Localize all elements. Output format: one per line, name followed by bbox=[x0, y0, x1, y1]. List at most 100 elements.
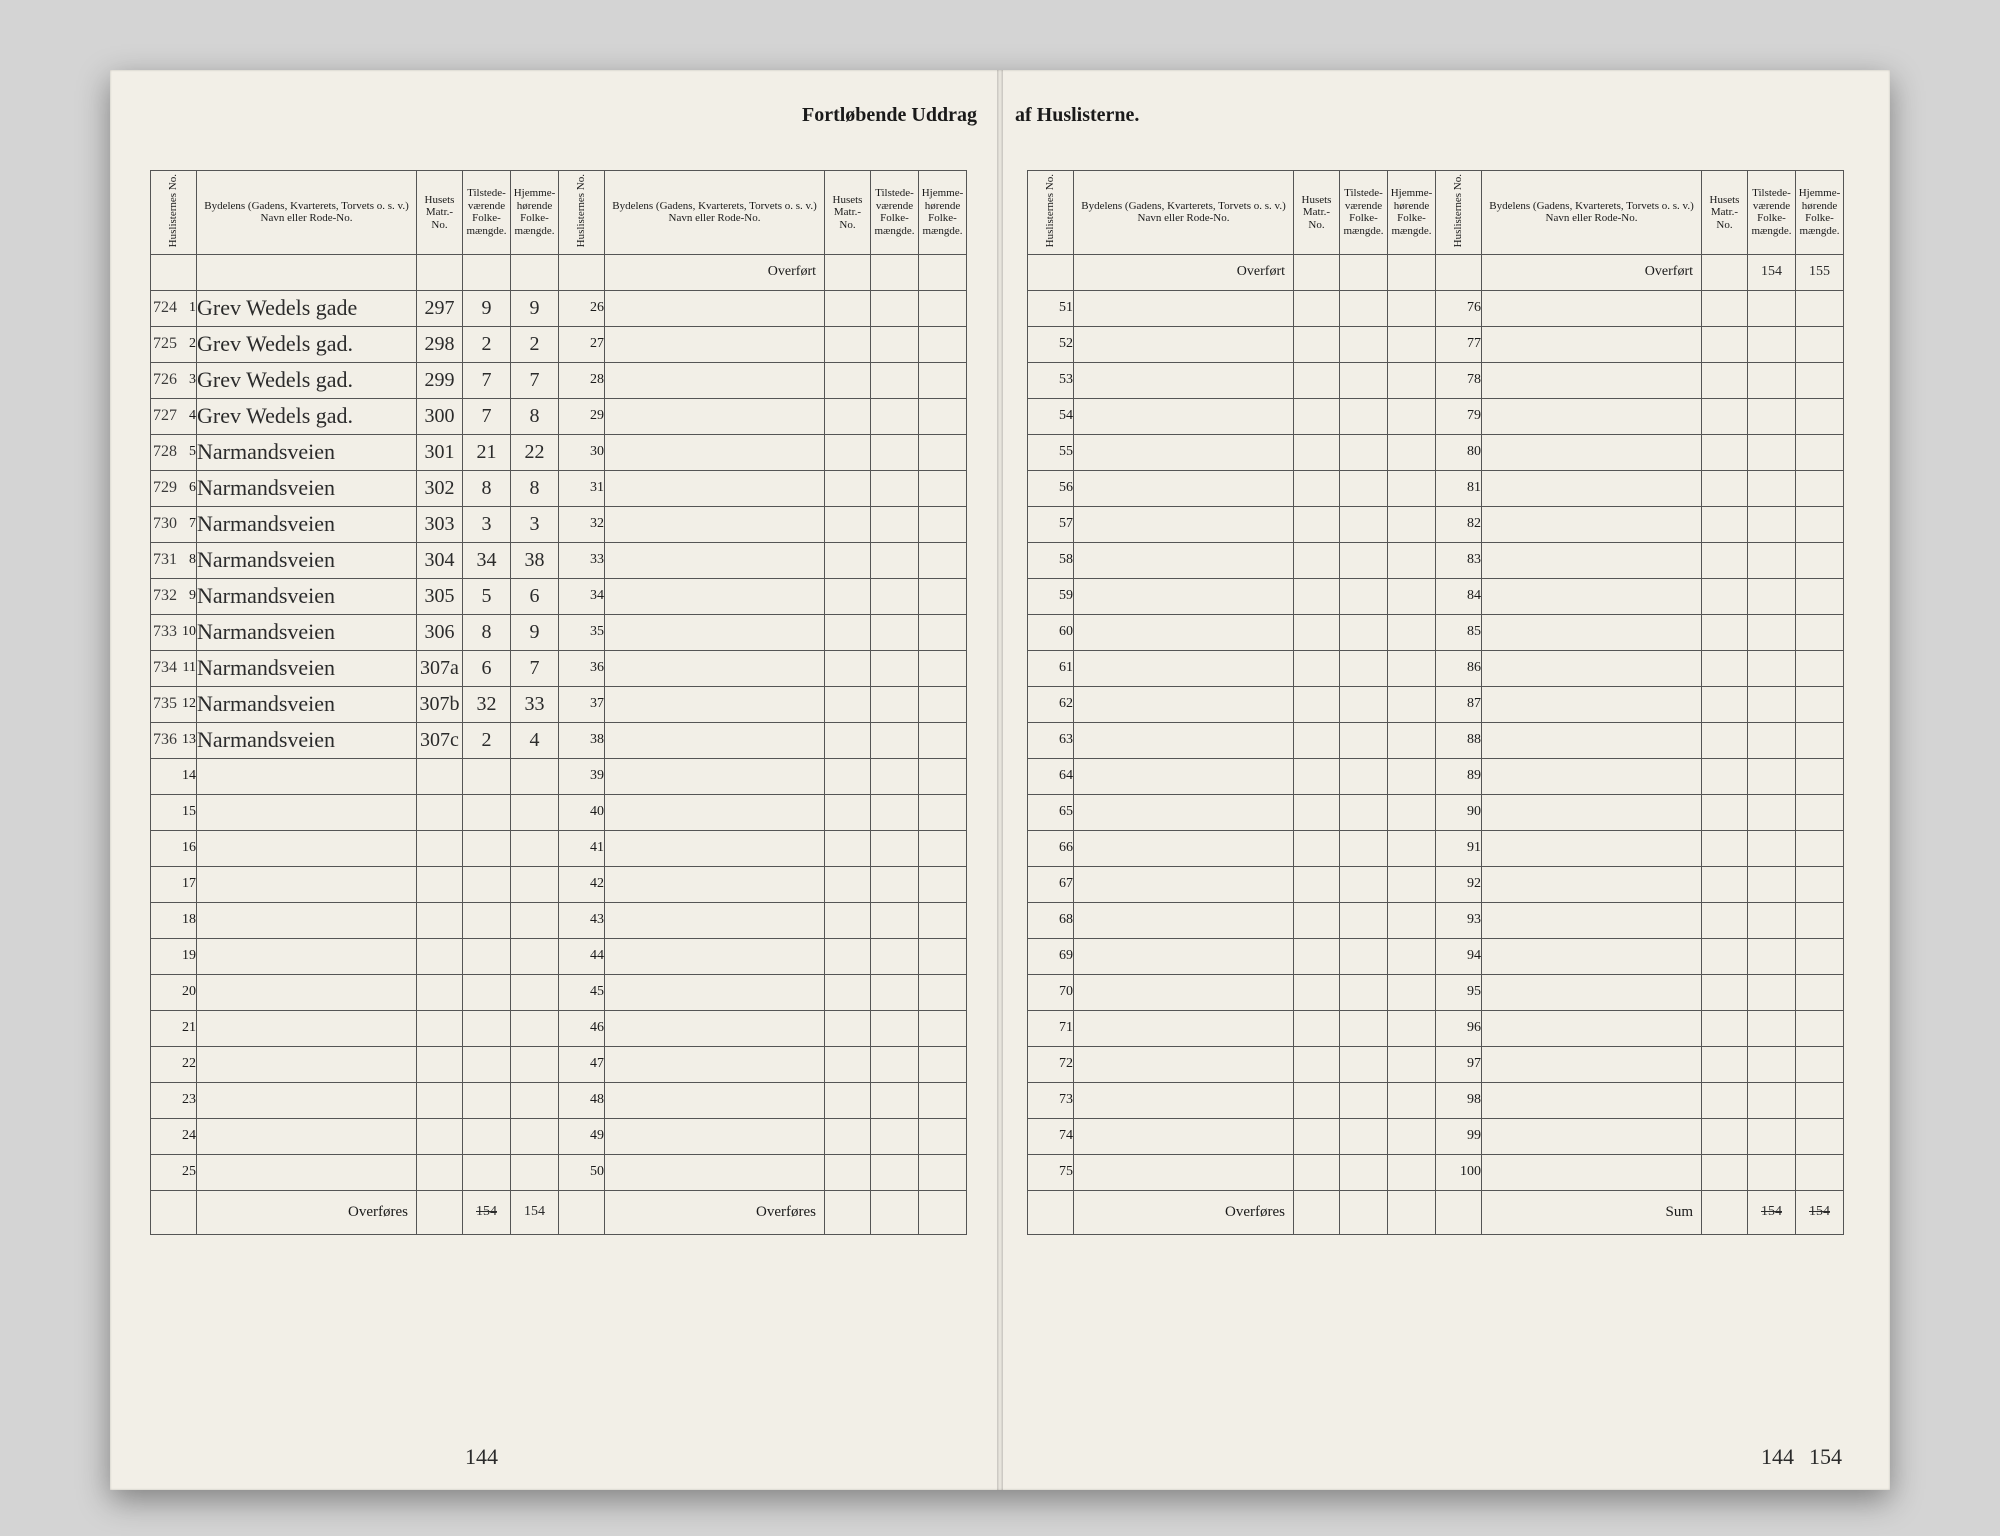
hjemme bbox=[1796, 434, 1844, 470]
street-name bbox=[197, 974, 417, 1010]
street-name bbox=[1482, 722, 1702, 758]
hjemme bbox=[919, 1082, 967, 1118]
margin-annotation: 725 bbox=[153, 335, 177, 353]
table-row: 6893 bbox=[1028, 902, 1844, 938]
table-row: 8731Narmandsveien304343833 bbox=[151, 542, 967, 578]
hjemme bbox=[511, 866, 559, 902]
tilstede bbox=[871, 686, 919, 722]
street-name: Grev Wedels gad. bbox=[197, 326, 417, 362]
tilstede bbox=[1748, 830, 1796, 866]
row-overfores: OverføresSum154154 bbox=[1028, 1190, 1844, 1234]
margin-annotation: 729 bbox=[153, 479, 177, 497]
tilstede bbox=[1748, 1154, 1796, 1190]
hjemme bbox=[511, 1010, 559, 1046]
tilstede bbox=[871, 830, 919, 866]
matr-no bbox=[825, 1118, 871, 1154]
cell bbox=[1436, 1190, 1482, 1234]
tilstede bbox=[1748, 902, 1796, 938]
row-index: 22 bbox=[151, 1046, 197, 1082]
street-name bbox=[1482, 398, 1702, 434]
row-index: 97 bbox=[1436, 1046, 1482, 1082]
overfores-label: Overføres bbox=[1074, 1190, 1294, 1234]
tilstede bbox=[1340, 470, 1388, 506]
matr-no bbox=[1294, 470, 1340, 506]
tilstede bbox=[1340, 650, 1388, 686]
hjemme bbox=[919, 362, 967, 398]
tilstede bbox=[871, 902, 919, 938]
matr-no bbox=[1702, 938, 1748, 974]
hjemme bbox=[511, 830, 559, 866]
row-index: 28 bbox=[559, 362, 605, 398]
matr-no bbox=[1702, 434, 1748, 470]
col-matr: Husets Matr.- No. bbox=[1294, 171, 1340, 255]
tilstede bbox=[1748, 614, 1796, 650]
hjemme bbox=[1796, 362, 1844, 398]
row-index: 62 bbox=[1028, 686, 1074, 722]
tilstede bbox=[1340, 686, 1388, 722]
street-name bbox=[605, 1154, 825, 1190]
matr-no bbox=[1294, 686, 1340, 722]
matr-no bbox=[1294, 398, 1340, 434]
col-tilstede: Tilstede- værende Folke- mængde. bbox=[463, 171, 511, 255]
row-index: 71 bbox=[1028, 1010, 1074, 1046]
street-name bbox=[1482, 290, 1702, 326]
tilstede: 9 bbox=[463, 290, 511, 326]
hjemme bbox=[919, 794, 967, 830]
hjemme bbox=[1796, 1118, 1844, 1154]
tilstede bbox=[1340, 758, 1388, 794]
table-row: 2348 bbox=[151, 1082, 967, 1118]
tilstede bbox=[871, 794, 919, 830]
hjemme bbox=[1796, 1046, 1844, 1082]
tilstede bbox=[1748, 794, 1796, 830]
row-index: 45 bbox=[559, 974, 605, 1010]
tilstede bbox=[463, 974, 511, 1010]
street-name bbox=[1482, 794, 1702, 830]
cell bbox=[417, 1190, 463, 1234]
tilstede bbox=[871, 542, 919, 578]
row-index: 31 bbox=[559, 470, 605, 506]
col-hjemme: Hjemme- hørende Folke- mængde. bbox=[1796, 171, 1844, 255]
street-name bbox=[1074, 902, 1294, 938]
tilstede bbox=[1340, 1154, 1388, 1190]
row-index: 2725 bbox=[151, 326, 197, 362]
ledger-header: Huslisternes No. Bydelens (Gadens, Kvart… bbox=[1028, 171, 1844, 255]
hjemme bbox=[1796, 1010, 1844, 1046]
matr-no bbox=[825, 902, 871, 938]
hjemme bbox=[919, 470, 967, 506]
overfort-label bbox=[197, 254, 417, 290]
matr-no bbox=[825, 650, 871, 686]
street-name bbox=[1074, 830, 1294, 866]
matr-no bbox=[1294, 434, 1340, 470]
cell bbox=[151, 1190, 197, 1234]
row-index: 51 bbox=[1028, 290, 1074, 326]
row-index: 82 bbox=[1436, 506, 1482, 542]
street-name bbox=[605, 1010, 825, 1046]
street-name bbox=[197, 1154, 417, 1190]
open-ledger-book: Fortløbende Uddrag Huslisternes No. Byde… bbox=[110, 70, 1890, 1490]
tilstede bbox=[1340, 938, 1388, 974]
street-name bbox=[605, 614, 825, 650]
hjemme bbox=[919, 758, 967, 794]
hjemme bbox=[1796, 290, 1844, 326]
street-name bbox=[1482, 506, 1702, 542]
table-row: 5277 bbox=[1028, 326, 1844, 362]
matr-no bbox=[1702, 1046, 1748, 1082]
street-name bbox=[1074, 650, 1294, 686]
tilstede bbox=[463, 794, 511, 830]
matr-no bbox=[1294, 362, 1340, 398]
street-name bbox=[605, 470, 825, 506]
hjemme bbox=[511, 1154, 559, 1190]
matr-no bbox=[1294, 974, 1340, 1010]
matr-no bbox=[1702, 1154, 1748, 1190]
table-row: 11734Narmandsveien307a6736 bbox=[151, 650, 967, 686]
row-index: 19 bbox=[151, 938, 197, 974]
tilstede bbox=[1340, 974, 1388, 1010]
table-row: 2550 bbox=[151, 1154, 967, 1190]
table-row: 2146 bbox=[151, 1010, 967, 1046]
street-name bbox=[1074, 686, 1294, 722]
street-name bbox=[197, 902, 417, 938]
hjemme bbox=[919, 722, 967, 758]
row-index: 55 bbox=[1028, 434, 1074, 470]
hjemme bbox=[1796, 614, 1844, 650]
cell bbox=[1028, 1190, 1074, 1234]
